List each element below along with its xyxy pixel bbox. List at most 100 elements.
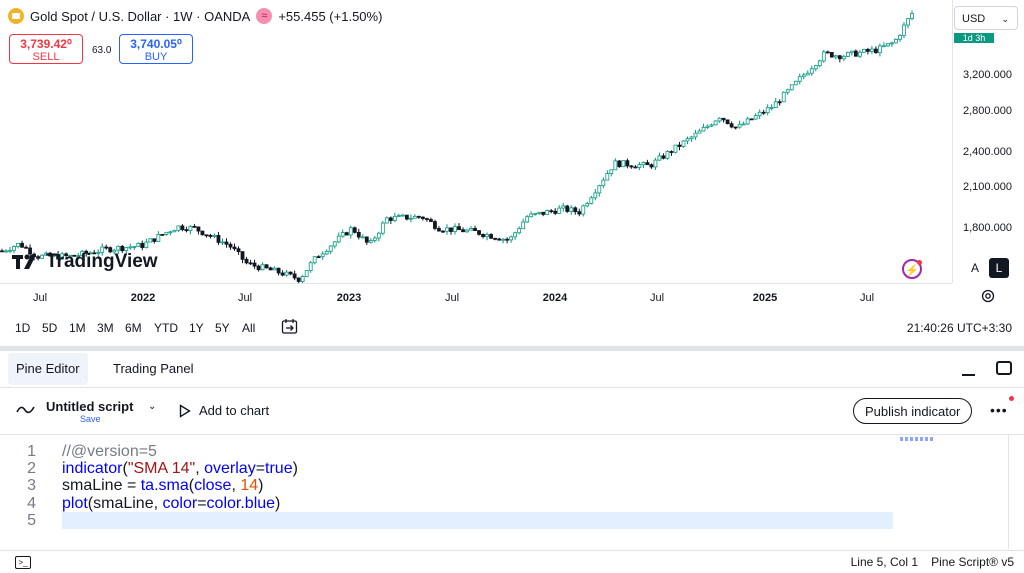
candle-body <box>72 254 77 257</box>
editor-scrollbar[interactable] <box>1008 435 1023 549</box>
tradingview-logo[interactable]: TradingView <box>12 251 158 273</box>
language-version[interactable]: Pine Script® v5 <box>931 555 1014 569</box>
time-axis[interactable]: Jul 2022 Jul 2023 Jul 2024 Jul 2025 Jul <box>0 283 952 312</box>
script-name[interactable]: Untitled script <box>46 399 134 414</box>
candle-body <box>473 228 477 232</box>
candle-body <box>637 164 642 168</box>
candle-body <box>665 151 670 159</box>
gear-icon[interactable] <box>980 288 996 304</box>
range-1y[interactable]: 1Y <box>189 321 204 335</box>
tab-trading-panel[interactable]: Trading Panel <box>113 361 194 376</box>
code-editor[interactable] <box>0 435 1008 549</box>
candle-body <box>613 160 618 171</box>
more-options-icon[interactable]: ••• <box>990 402 1008 418</box>
candle-body <box>184 229 189 232</box>
price-tick: 3,200.000 <box>963 69 1012 81</box>
candle-body <box>853 50 858 57</box>
candle-body <box>308 262 313 272</box>
cursor-position[interactable]: Line 5, Col 1 <box>850 555 918 569</box>
time-tick: Jul <box>859 292 875 304</box>
code-minimap[interactable] <box>900 437 934 441</box>
candle-body <box>384 217 389 224</box>
candle-body <box>264 264 269 269</box>
candle-body <box>376 232 381 239</box>
auto-scale-button[interactable]: A <box>970 261 979 275</box>
candle-body <box>288 271 293 275</box>
code-line[interactable]: 5 <box>0 512 1000 529</box>
candle-body <box>569 207 574 212</box>
chart-area[interactable]: Gold Spot / U.S. Dollar · 1W · OANDA ≈ +… <box>0 0 1024 313</box>
candle-body <box>96 251 101 254</box>
range-5y[interactable]: 5Y <box>215 321 230 335</box>
candle-body <box>396 215 401 217</box>
range-all[interactable]: All <box>242 321 256 335</box>
candle-body <box>509 236 514 241</box>
buy-button[interactable]: 3,740.05⁰ BUY <box>119 34 193 64</box>
lightning-icon[interactable]: ⚡ <box>902 259 922 279</box>
time-tick: 2023 <box>336 292 362 304</box>
tab-pine-editor[interactable]: Pine Editor <box>8 353 88 385</box>
candle-body <box>769 107 774 109</box>
minimize-icon[interactable] <box>962 374 975 376</box>
code-line[interactable]: 1 //@version=5 <box>0 443 1000 460</box>
candle-body <box>392 215 397 221</box>
candle-body <box>753 115 758 120</box>
candle-body <box>360 236 365 239</box>
candle-body <box>621 160 626 168</box>
candle-body <box>653 159 658 168</box>
price-axis[interactable]: 3,200.000 2,800.000 2,400.000 2,100.000 … <box>952 0 1024 283</box>
sell-price: 3,739.42⁰ <box>20 37 72 51</box>
candle-body <box>208 234 213 237</box>
candle-body <box>248 262 253 265</box>
line-number: 4 <box>27 495 36 512</box>
publish-indicator-button[interactable]: Publish indicator <box>853 398 973 424</box>
range-1d[interactable]: 1D <box>15 321 31 335</box>
candle-body <box>425 218 429 220</box>
panel-divider[interactable] <box>0 346 1024 351</box>
go-to-date-icon[interactable] <box>281 318 299 336</box>
candle-body <box>408 217 413 220</box>
add-to-chart-label: Add to chart <box>199 403 270 418</box>
candle-body <box>380 222 385 234</box>
candle-body <box>152 238 157 242</box>
range-ytd[interactable]: YTD <box>154 321 178 335</box>
candle-body <box>441 230 445 233</box>
maximize-icon[interactable] <box>996 361 1012 375</box>
candle-body <box>833 55 838 58</box>
candle-body <box>144 241 149 248</box>
candle-body <box>461 229 465 233</box>
currency-select[interactable]: USD ⌄ <box>954 6 1018 30</box>
candle-body <box>52 254 57 257</box>
code-line[interactable]: 4 plot(smaLine, color=color.blue) <box>0 495 1000 512</box>
add-to-chart-button[interactable]: Add to chart <box>179 403 269 418</box>
candle-body <box>721 117 726 121</box>
clock-timezone[interactable]: 21:40:26 UTC+3:30 <box>906 321 1012 335</box>
candle-body <box>894 38 898 44</box>
candle-body <box>910 13 914 20</box>
time-tick: Jul <box>237 292 253 304</box>
candle-body <box>348 227 353 236</box>
candle-body <box>324 250 329 255</box>
log-scale-button[interactable]: L <box>989 258 1009 278</box>
range-5d[interactable]: 5D <box>42 321 58 335</box>
candle-body <box>657 155 662 161</box>
range-1m[interactable]: 1M <box>69 321 86 335</box>
code-line[interactable]: 2 indicator("SMA 14", overlay=true) <box>0 460 1000 477</box>
candle-body <box>902 24 906 36</box>
candle-body <box>457 226 461 231</box>
range-3m[interactable]: 3M <box>97 321 114 335</box>
chevron-down-icon[interactable]: ⌄ <box>148 401 157 412</box>
candle-body <box>76 255 81 257</box>
candle-body <box>517 228 522 234</box>
sell-button[interactable]: 3,739.42⁰ SELL <box>9 34 83 64</box>
candle-body <box>898 34 902 40</box>
candle-body <box>252 262 257 267</box>
symbol-legend[interactable]: Gold Spot / U.S. Dollar · 1W · OANDA ≈ +… <box>8 8 382 24</box>
candle-body <box>212 234 217 237</box>
candle-body <box>216 234 221 243</box>
range-6m[interactable]: 6M <box>125 321 142 335</box>
console-icon[interactable]: >_ <box>15 556 31 569</box>
code-line[interactable]: 3 smaLine = ta.sma(close, 14) <box>0 477 1000 494</box>
candle-body <box>136 242 141 247</box>
save-link[interactable]: Save <box>80 414 101 424</box>
